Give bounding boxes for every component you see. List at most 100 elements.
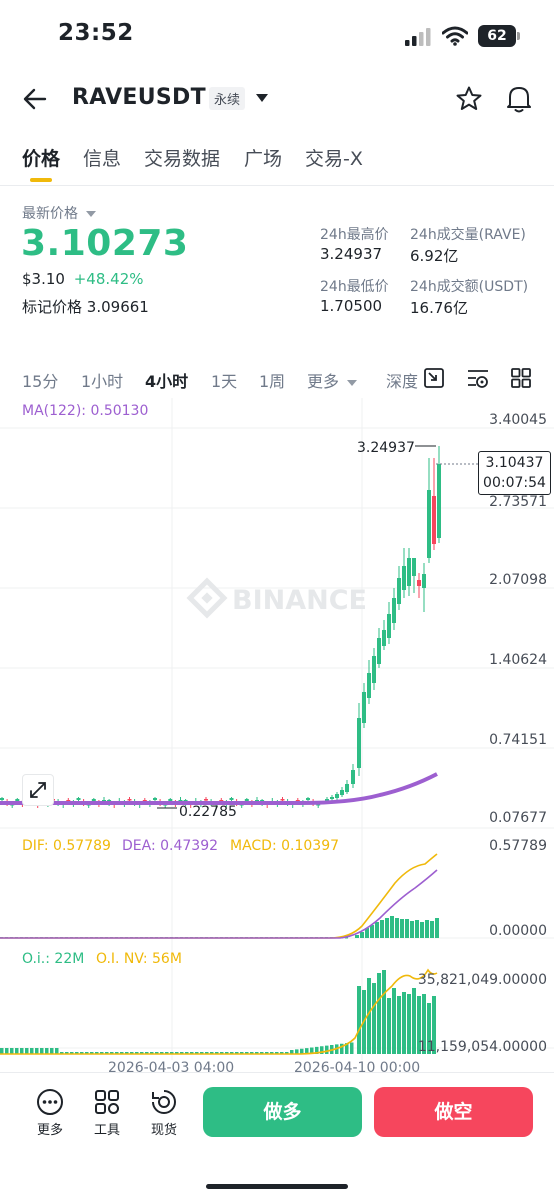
low-marker-label: 0.22785 xyxy=(179,804,237,820)
oi-bar xyxy=(417,996,421,1054)
chart-canvas[interactable]: BINANCE 3.24937 0.22785 xyxy=(0,398,554,1060)
y-axis-label: 0.07677 xyxy=(489,810,547,826)
candle-body xyxy=(244,799,249,801)
dea-line xyxy=(0,869,438,939)
oi-bar xyxy=(235,1052,239,1054)
cellular-signal-icon xyxy=(405,28,431,46)
oi-nv-label: O.I. NV: 56M xyxy=(96,951,182,967)
candle-body xyxy=(142,800,147,802)
tab-info[interactable]: 信息 xyxy=(83,148,122,170)
indicator-settings-icon[interactable] xyxy=(466,367,490,389)
oi-bar xyxy=(315,1046,319,1054)
oi-bar xyxy=(70,1052,74,1054)
oi-bar xyxy=(60,1052,64,1054)
interval-4h[interactable]: 4小时 xyxy=(145,372,189,391)
candle-body xyxy=(432,496,436,544)
candle-body xyxy=(437,464,441,538)
tools-label[interactable]: 工具 xyxy=(93,1123,120,1138)
interval-more[interactable]: 更多 xyxy=(307,368,358,392)
oi-bar xyxy=(110,1052,114,1054)
oi-bar xyxy=(325,1045,329,1054)
candle-body xyxy=(168,799,173,801)
oi-bar xyxy=(372,983,376,1054)
more-dropdown-icon xyxy=(347,380,358,386)
layout-grid-icon[interactable] xyxy=(510,367,532,389)
oi-y-bottom: 11,159,054.00000 xyxy=(417,1039,547,1055)
oi-bar xyxy=(105,1052,109,1054)
oi-bar xyxy=(155,1052,159,1054)
interval-1d[interactable]: 1天 xyxy=(211,372,238,391)
candle-body xyxy=(15,799,20,801)
expand-chart-button[interactable] xyxy=(22,774,54,806)
interval-1h[interactable]: 1小时 xyxy=(81,372,124,391)
tab-trade-x[interactable]: 交易-X xyxy=(305,148,363,170)
oi-bar xyxy=(200,1052,204,1054)
oi-bar xyxy=(265,1052,269,1054)
spot-label[interactable]: 现货 xyxy=(150,1123,177,1138)
oi-bar xyxy=(397,996,401,1054)
oi-bar xyxy=(357,986,361,1054)
macd-histogram-bar xyxy=(435,918,439,938)
last-price: 3.10273 xyxy=(21,223,189,264)
candle-body xyxy=(407,558,411,586)
kline-chart[interactable]: BINANCE 3.24937 0.22785 MA(122): 0.50130… xyxy=(0,398,554,1076)
volume-24h-label: 24h成交量(RAVE) xyxy=(410,227,526,243)
mark-price-label: 标记价格 xyxy=(22,298,83,316)
interval-15m[interactable]: 15分 xyxy=(22,372,59,391)
oi-bar xyxy=(300,1048,304,1054)
amount-24h-label: 24h成交额(USDT) xyxy=(410,279,529,295)
back-arrow-icon[interactable] xyxy=(22,86,48,112)
candle-body xyxy=(412,558,416,576)
macd-histogram-bar xyxy=(400,919,404,938)
oi-bar xyxy=(230,1052,234,1054)
interval-selector: 15分 1小时 4小时 1天 1周 更多 深度 xyxy=(0,366,554,392)
last-price-label[interactable]: 最新价格 xyxy=(22,203,97,223)
oi-bar xyxy=(5,1048,9,1054)
interval-depth[interactable]: 深度 xyxy=(386,372,418,391)
more-options-label[interactable]: 更多 xyxy=(36,1123,63,1138)
pair-dropdown-icon[interactable] xyxy=(255,93,269,103)
oi-bar xyxy=(350,1042,354,1054)
oi-bar xyxy=(10,1048,14,1054)
oi-bar xyxy=(100,1052,104,1054)
usd-price: $3.10 xyxy=(22,270,65,288)
interval-1w[interactable]: 1周 xyxy=(259,372,286,391)
candle-body xyxy=(316,804,321,806)
favorite-star-icon[interactable] xyxy=(455,85,483,113)
home-indicator xyxy=(206,1184,348,1189)
high-24h-value: 3.24937 xyxy=(320,245,383,263)
spot-switch-icon[interactable] xyxy=(150,1088,178,1116)
price-change-percent: +48.42% xyxy=(73,270,144,288)
tab-price[interactable]: 价格 xyxy=(22,148,61,170)
y-axis-label: 2.73571 xyxy=(489,494,547,510)
low-24h-value: 1.70500 xyxy=(320,297,383,315)
oi-bar xyxy=(340,1043,344,1054)
tab-trading-data[interactable]: 交易数据 xyxy=(144,148,221,170)
macd-value-label: MACD: 0.10397 xyxy=(230,838,340,854)
oi-bar xyxy=(50,1048,54,1054)
oi-bar xyxy=(240,1052,244,1054)
binance-watermark: BINANCE xyxy=(186,577,367,619)
tools-grid-icon[interactable] xyxy=(93,1088,121,1116)
main-tabs: 价格 信息 交易数据 广场 交易-X xyxy=(0,140,554,186)
tab-square[interactable]: 广场 xyxy=(244,148,283,170)
candle-body xyxy=(372,656,376,683)
oi-bar xyxy=(75,1052,79,1054)
candle-body xyxy=(351,770,355,784)
long-button[interactable]: 做多 xyxy=(203,1087,362,1137)
short-button[interactable]: 做空 xyxy=(374,1087,533,1137)
oi-bar xyxy=(40,1048,44,1054)
oi-bar xyxy=(295,1049,299,1054)
oi-bar xyxy=(205,1052,209,1054)
candle-body xyxy=(280,799,285,801)
oi-bar xyxy=(30,1048,34,1054)
price-type-dropdown-icon[interactable] xyxy=(86,210,97,218)
more-options-icon[interactable] xyxy=(36,1088,64,1116)
amount-24h-value: 16.76亿 xyxy=(410,299,468,317)
candle-body xyxy=(178,800,183,802)
bell-alert-icon[interactable] xyxy=(505,84,533,114)
pair-symbol[interactable]: RAVEUSDT xyxy=(72,85,206,110)
fullscreen-chart-icon[interactable] xyxy=(423,367,445,389)
y-axis-label: 3.40045 xyxy=(489,412,547,428)
oi-bar xyxy=(285,1052,289,1054)
